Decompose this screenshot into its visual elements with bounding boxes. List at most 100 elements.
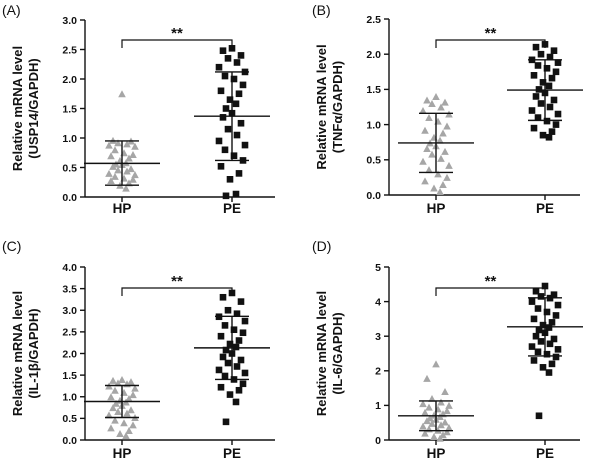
y-tick-label: 0.0 (62, 435, 77, 447)
y-axis-title: Relative mRNA level (10, 291, 25, 416)
data-point-pe (530, 124, 538, 132)
data-point-hp (439, 180, 447, 188)
y-tick-label: 2.5 (62, 327, 77, 339)
data-point-pe (552, 121, 560, 128)
data-point-pe (228, 289, 236, 297)
y-tick-label: 3.0 (62, 15, 77, 27)
significance-label: ** (171, 273, 183, 290)
y-tick-label: 0 (375, 435, 381, 447)
data-point-hp (107, 176, 115, 184)
y-axis-title: Relative mRNA level (10, 46, 25, 171)
data-point-pe (539, 79, 547, 86)
data-point-hp (430, 184, 438, 192)
significance-bracket (121, 39, 233, 48)
data-point-hp (436, 136, 444, 144)
data-point-hp (419, 400, 427, 408)
data-point-pe (528, 343, 536, 350)
y-tick-label: 1.5 (62, 370, 77, 382)
x-tick-label-hp: HP (113, 201, 132, 216)
data-point-pe (222, 105, 230, 112)
significance-label: ** (485, 25, 497, 42)
data-point-hp (129, 391, 137, 399)
data-point-hp (105, 411, 113, 419)
data-point-pe (550, 335, 558, 343)
data-point-pe (550, 96, 558, 104)
data-point-hp (111, 172, 119, 180)
y-tick-label: 2.0 (62, 348, 77, 360)
data-point-pe (535, 86, 543, 93)
data-point-hp (432, 92, 440, 100)
panel-b: (B) Relative mRNA level (TNFα/GAPDH) 0.0 0.5… (312, 2, 583, 216)
data-point-pe (534, 62, 542, 69)
data-point-hp (421, 429, 429, 437)
data-point-pe (537, 100, 545, 107)
data-point-hp (127, 378, 135, 386)
data-point-pe (235, 386, 243, 394)
panel-c: (C) Relative mRNA level (IL-1β/GAPDH) 0.0 0.… (2, 238, 275, 461)
data-point-hp (114, 166, 122, 174)
data-point-hp (419, 107, 427, 115)
data-point-pe (535, 326, 543, 334)
data-point-pe (215, 366, 223, 374)
data-point-pe (541, 282, 549, 290)
data-point-pe (550, 291, 558, 298)
x-tick-label-pe: PE (536, 201, 554, 216)
data-point-pe (232, 100, 240, 108)
data-point-pe (224, 125, 232, 133)
data-point-pe (539, 321, 547, 329)
data-point-pe (548, 360, 556, 368)
data-point-pe (534, 114, 542, 121)
data-point-pe (237, 52, 245, 59)
y-axis-title: Relative mRNA level (314, 44, 329, 169)
data-point-hp (129, 421, 137, 429)
data-point-pe (235, 90, 243, 98)
data-point-hp (445, 110, 453, 118)
panel-label: (A) (2, 2, 21, 18)
data-point-hp (423, 145, 431, 153)
x-tick-label-pe: PE (223, 201, 241, 216)
data-point-pe (226, 391, 234, 398)
data-point-hp (439, 129, 447, 137)
data-point-pe (546, 340, 554, 348)
data-point-hp (111, 146, 119, 154)
data-point-pe (239, 329, 247, 337)
data-point-pe (224, 306, 232, 314)
data-point-pe (237, 119, 245, 127)
data-point-hp (443, 173, 451, 181)
data-point-pe (230, 75, 238, 83)
data-point-pe (539, 364, 547, 371)
data-point-pe (552, 353, 560, 361)
data-point-pe (552, 68, 560, 76)
data-point-pe (548, 319, 556, 326)
y-tick-label: 3.5 (62, 283, 77, 295)
data-point-hp (109, 376, 117, 384)
data-point-pe (219, 114, 227, 121)
data-point-pe (221, 72, 229, 80)
data-point-pe (232, 398, 240, 406)
data-point-hp (118, 375, 126, 383)
y-tick-label: 0.5 (62, 162, 77, 174)
data-point-hp (443, 428, 451, 436)
data-point-pe (222, 192, 230, 200)
data-point-hp (437, 398, 445, 406)
data-point-pe (546, 103, 554, 111)
data-point-hp (425, 114, 433, 122)
data-point-hp (114, 139, 122, 147)
data-point-pe (222, 346, 230, 354)
panel-label: (D) (312, 238, 331, 254)
significance-label: ** (171, 25, 183, 42)
data-point-pe (528, 298, 536, 305)
data-point-pe (541, 41, 549, 48)
data-point-hp (441, 418, 449, 426)
data-point-pe (221, 322, 229, 329)
data-point-hp (116, 430, 124, 438)
significance-label: ** (485, 273, 497, 290)
data-point-hp (123, 409, 131, 417)
y-tick-label: 1.5 (62, 103, 77, 115)
panel-a: (A) Relative mRNA level (USP14/GAPDH) 0.0 0.… (2, 2, 275, 216)
data-point-hp (423, 96, 431, 104)
data-point-hp (437, 154, 445, 162)
y-tick-label: 1.0 (366, 119, 381, 131)
y-tick-label: 0.5 (62, 413, 77, 425)
